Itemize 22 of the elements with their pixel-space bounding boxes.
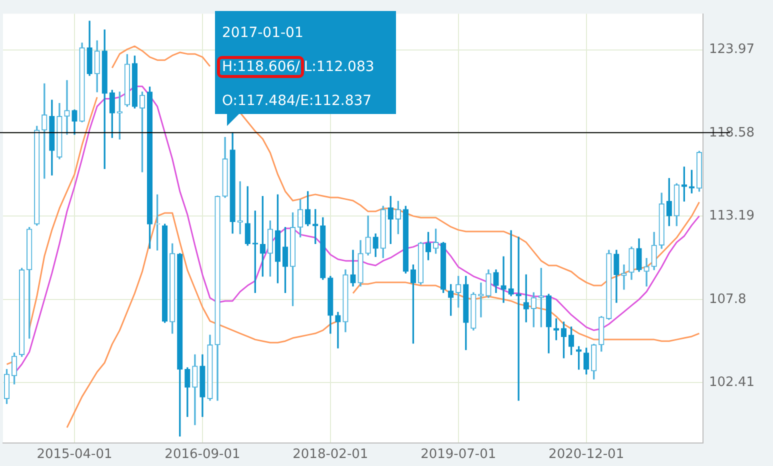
y-tick-label: 107.8 — [709, 292, 746, 307]
y-tick-label: 113.19 — [709, 208, 754, 224]
annotation: L:112.083 — [304, 59, 374, 75]
x-tick-label: 2018-02-01 — [292, 447, 368, 462]
candlestick — [478, 282, 484, 318]
candlestick — [508, 230, 514, 296]
candlestick — [644, 258, 650, 286]
x-tick-label: 2019-07-01 — [420, 447, 496, 462]
highlight-outline: H:118.606/ — [217, 56, 304, 78]
annotation: 2017-01-01 — [222, 24, 304, 43]
candlestick — [621, 264, 627, 290]
y-tick-label: 102.41 — [709, 375, 754, 390]
annotation: O:117.484/E:112.837 — [222, 92, 373, 111]
candlestick — [335, 312, 341, 348]
candlestick — [500, 256, 506, 303]
y-tick-label: 118.58 — [709, 125, 754, 140]
y-tick-label: 123.97 — [709, 42, 754, 58]
x-tick-label: 2016-09-01 — [164, 447, 240, 462]
candlestick — [64, 80, 70, 135]
x-tick-label: 2020-12-01 — [548, 447, 624, 462]
candlestick — [350, 250, 356, 286]
x-tick-label: 2015-04-01 — [36, 447, 112, 462]
